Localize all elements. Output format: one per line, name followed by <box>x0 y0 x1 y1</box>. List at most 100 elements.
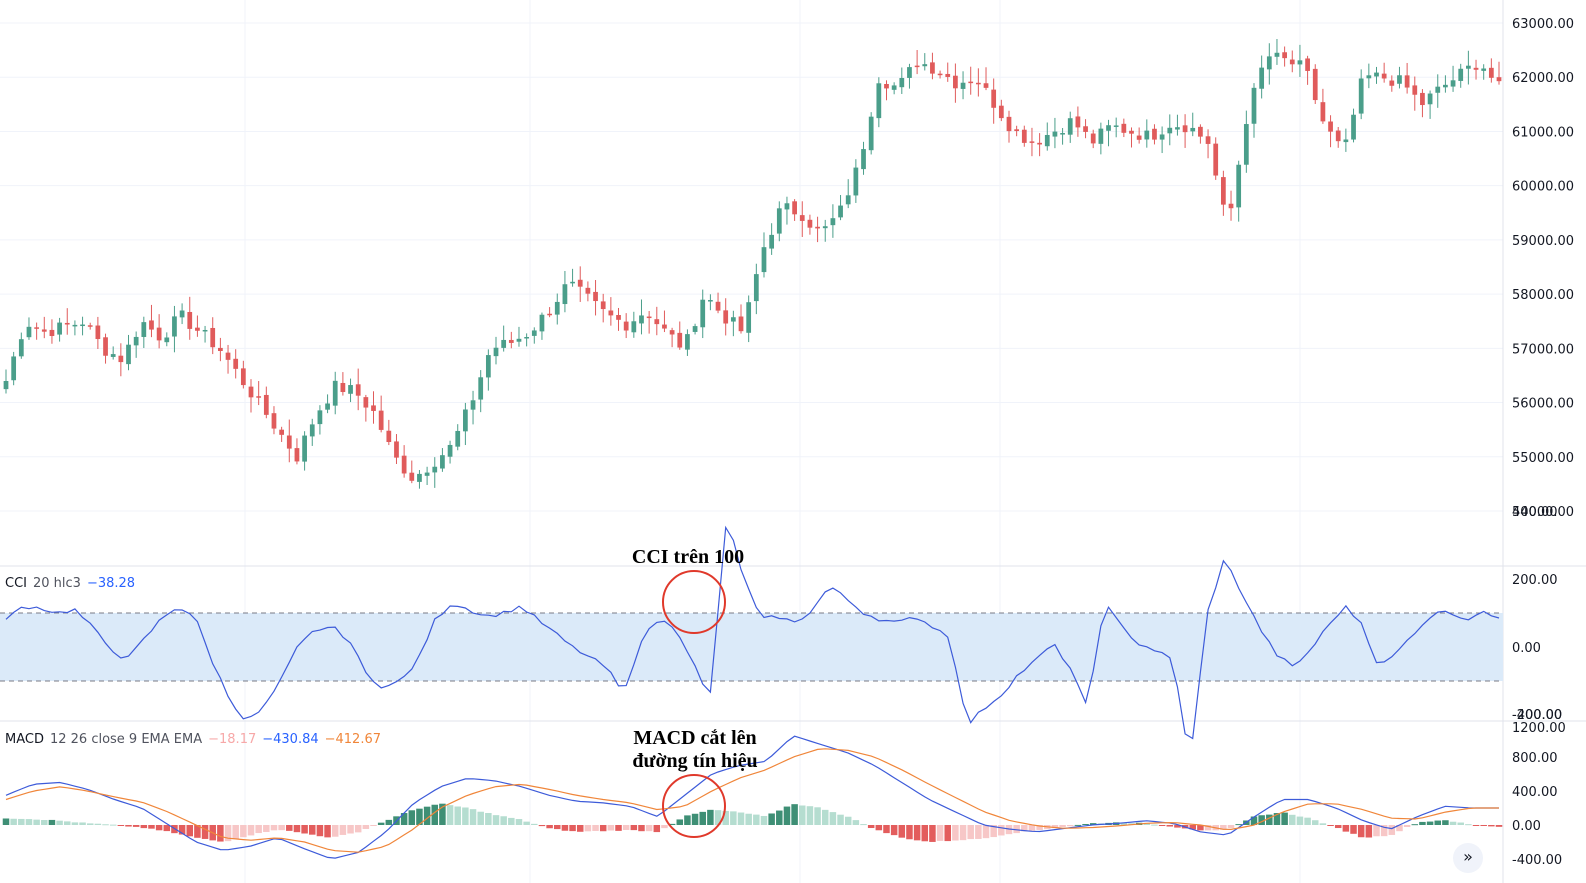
candle-body <box>922 64 928 67</box>
price-axis-tick-label: 62000.00 <box>1512 71 1574 86</box>
candle-body <box>776 208 782 234</box>
macd-histogram-bar <box>1365 825 1373 838</box>
candle-body <box>861 149 866 170</box>
candle-body <box>1167 127 1173 134</box>
candle-body <box>195 327 200 331</box>
double-chevron-right-icon: » <box>1463 847 1473 866</box>
macd-histogram-bar <box>1388 825 1396 835</box>
macd-histogram-bar <box>906 825 913 840</box>
macd-histogram-bar <box>86 823 94 825</box>
macd-legend-signal-value: −412.67 <box>324 732 382 747</box>
candle-body <box>1450 80 1456 87</box>
macd-histogram-bar <box>990 825 997 838</box>
macd-histogram-bar <box>117 825 125 826</box>
candle-body <box>930 62 935 74</box>
candle-body <box>440 455 445 469</box>
candle-body <box>72 324 78 327</box>
candle-body <box>730 317 736 322</box>
macd-histogram-bar <box>661 825 668 829</box>
macd-histogram-bar <box>469 809 477 825</box>
candle-body <box>585 287 591 294</box>
candle-body <box>554 301 560 315</box>
macd-histogram-bar <box>446 805 454 825</box>
macd-histogram-bar <box>783 806 791 825</box>
candle-body <box>455 430 461 447</box>
macd-axis-tick-label: -400.00 <box>1512 853 1562 868</box>
candle-body <box>838 205 843 218</box>
macd-histogram-bar <box>201 825 209 839</box>
macd-histogram-bar <box>370 825 377 826</box>
candle-body <box>1282 52 1287 59</box>
candle-body <box>18 339 24 357</box>
candle-body <box>57 322 62 335</box>
macd-histogram-bar <box>668 823 676 825</box>
macd-histogram-bar <box>1357 825 1365 838</box>
macd-histogram-bar <box>844 816 852 825</box>
macd-histogram-bar <box>875 825 883 831</box>
macd-histogram-bar <box>630 825 638 831</box>
macd-histogram-bar <box>982 825 990 839</box>
candle-body <box>600 301 606 310</box>
candle-body <box>202 329 208 332</box>
candle-body <box>41 329 47 332</box>
candle-body <box>332 380 338 406</box>
macd-histogram-bar <box>309 825 316 835</box>
macd-histogram-bar <box>929 825 936 842</box>
candle-body <box>1389 80 1395 86</box>
macd-histogram-bar <box>1189 825 1196 830</box>
macd-axis-tick-label: 1200.00 <box>1512 721 1566 736</box>
cci-legend: CCI 20 hlc3 −38.28 <box>5 576 141 591</box>
candle-body <box>424 472 430 476</box>
macd-histogram-bar <box>1227 825 1235 828</box>
macd-histogram-bar <box>140 825 148 829</box>
macd-histogram-bar <box>508 817 515 825</box>
candle-body <box>539 314 545 332</box>
candle-body <box>1037 142 1042 145</box>
macd-annotation: MACD cắt lên đường tín hiệu <box>600 727 790 773</box>
macd-histogram-bar <box>998 825 1005 836</box>
macd-histogram-bar <box>852 820 860 825</box>
candle-body <box>968 81 974 84</box>
scroll-to-realtime-button[interactable]: » <box>1453 843 1483 873</box>
candle-body <box>1205 136 1211 144</box>
candle-body <box>179 310 185 318</box>
candle-body <box>240 368 246 386</box>
candle-body <box>654 319 660 325</box>
macd-histogram-bar <box>967 825 974 840</box>
macd-histogram-bar <box>1258 815 1265 825</box>
candle-body <box>133 336 139 346</box>
macd-histogram-bar <box>1220 825 1227 830</box>
cci-axis-tick-label: -200.00 <box>1512 708 1562 723</box>
macd-histogram-bar <box>1304 817 1311 825</box>
macd-histogram-bar <box>163 825 171 832</box>
cci-legend-value: −38.28 <box>86 576 136 591</box>
candle-body <box>907 67 912 78</box>
candle-body <box>623 321 629 331</box>
macd-histogram-bar <box>1158 825 1166 826</box>
candle-body <box>1466 65 1471 69</box>
candle-body <box>608 310 614 316</box>
macd-histogram-bar <box>1396 825 1403 832</box>
candle-body <box>64 322 70 325</box>
macd-histogram-bar <box>515 819 523 825</box>
macd-histogram-bar <box>10 818 17 825</box>
grid-lines <box>0 0 1503 883</box>
candle-body <box>669 330 675 335</box>
macd-histogram-bar <box>1143 822 1151 825</box>
macd-histogram-bar <box>599 825 607 832</box>
candle-body <box>1266 56 1272 70</box>
macd-histogram-bar <box>546 825 553 829</box>
candle-body <box>432 466 438 473</box>
macd-legend-name: MACD <box>5 732 44 747</box>
cci-legend-name: CCI <box>5 576 27 591</box>
candle-body <box>868 116 874 151</box>
candle-body <box>34 327 39 329</box>
macd-histogram-bar <box>860 824 867 826</box>
candle-body <box>348 385 353 394</box>
candle-body <box>1412 85 1418 95</box>
macd-histogram-bar <box>1281 812 1288 825</box>
macd-histogram-bar <box>837 814 844 825</box>
macd-histogram-bar <box>1151 824 1158 826</box>
candle-body <box>677 332 683 348</box>
candle-body <box>1113 125 1119 127</box>
